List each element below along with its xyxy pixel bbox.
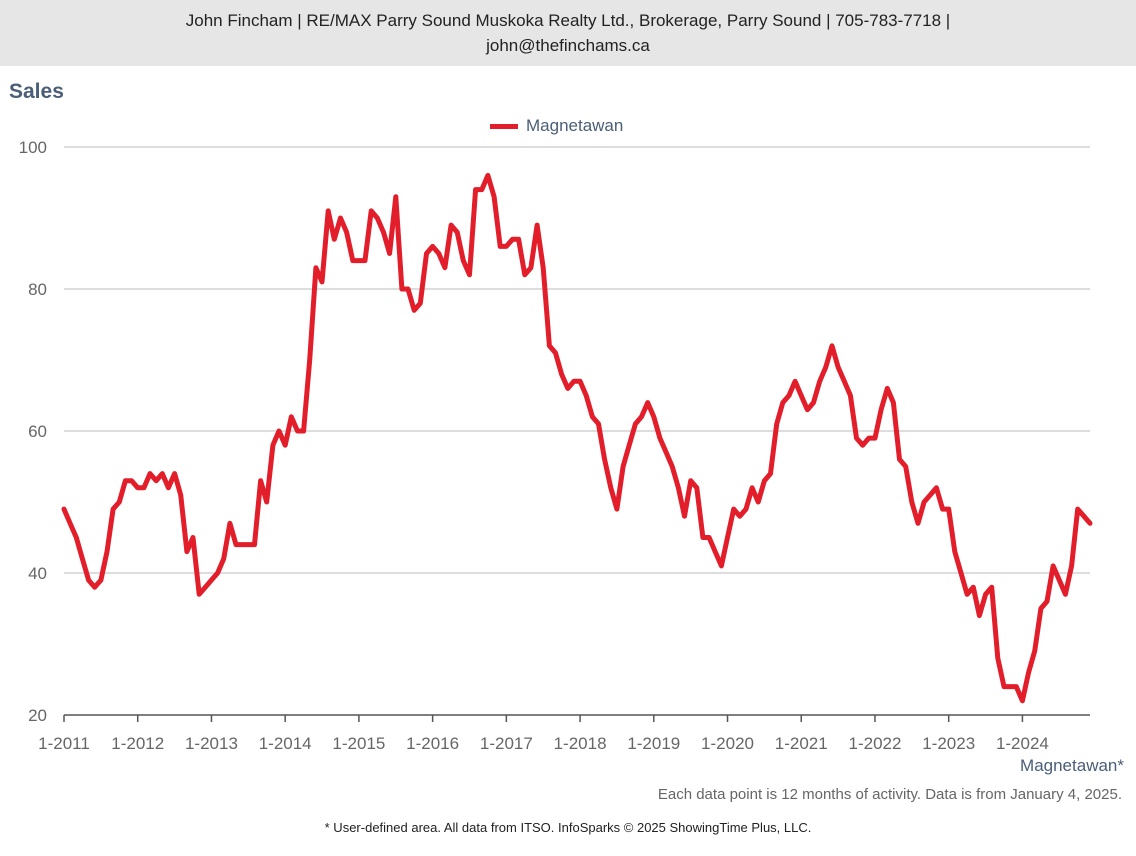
x-tick-label: 1-2016: [406, 734, 459, 753]
legend-swatch: [490, 123, 518, 129]
agent-header-line-1: John Fincham | RE/MAX Parry Sound Muskok…: [185, 11, 951, 30]
x-tick-label: 1-2015: [332, 734, 385, 753]
y-tick-label: 100: [19, 138, 47, 157]
x-tick-label: 1-2022: [849, 734, 902, 753]
y-axis-ticks: 20 40 60 80 100: [19, 138, 47, 725]
x-axis: 1-2011 1-2012 1-2013 1-2014 1-2015 1-2016 1-20…: [38, 714, 1090, 753]
chart-legend[interactable]: Magnetawan: [490, 116, 623, 136]
series-group: [61, 172, 1093, 704]
x-tick-label: 1-2021: [775, 734, 828, 753]
x-tick-label: 1-2018: [554, 734, 607, 753]
y-tick-label: 60: [28, 422, 47, 441]
x-tick-label: 1-2012: [111, 734, 164, 753]
y-tick-label: 20: [28, 706, 47, 725]
x-tick-label: 1-2024: [996, 734, 1049, 753]
x-tick-label: 1-2017: [480, 734, 533, 753]
x-tick-label: 1-2013: [185, 734, 238, 753]
legend-label: Magnetawan: [526, 116, 624, 135]
x-tick-label: 1-2020: [701, 734, 754, 753]
data-note: Each data point is 12 months of activity…: [657, 786, 1122, 803]
footer-credit: * User-defined area. All data from ITSO.…: [324, 820, 812, 835]
chart-title: Sales: [9, 80, 64, 103]
agent-header-line-2[interactable]: john@thefinchams.ca: [486, 36, 650, 55]
series-line-magnetawan: [61, 172, 1093, 704]
x-tick-label: 1-2014: [259, 734, 312, 753]
agent-header: John Fincham | RE/MAX Parry Sound Muskok…: [0, 0, 1136, 66]
x-tick-label: 1-2019: [627, 734, 680, 753]
y-tick-label: 80: [28, 280, 47, 299]
y-tick-label: 40: [28, 564, 47, 583]
x-tick-label: 1-2023: [922, 734, 975, 753]
grid-lines: [64, 146, 1090, 574]
region-label: Magnetawan*: [1020, 756, 1124, 775]
x-tick-label: 1-2011: [38, 734, 90, 753]
